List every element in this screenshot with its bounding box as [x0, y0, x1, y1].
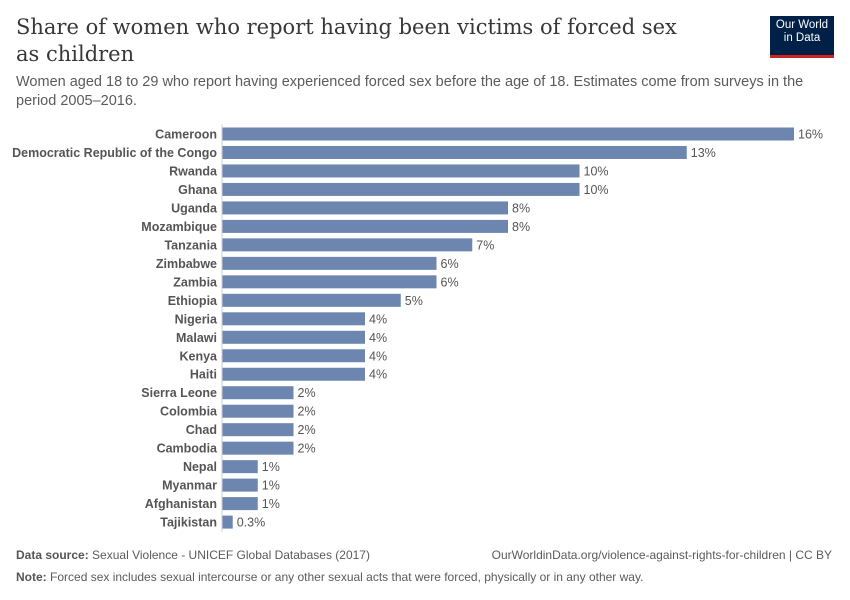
category-label: Nepal: [183, 460, 217, 474]
source-label: Data source:: [16, 548, 89, 562]
value-label: 13%: [691, 146, 716, 160]
bar[interactable]: [222, 201, 508, 215]
value-label: 4%: [369, 368, 387, 382]
category-label: Cambodia: [157, 442, 218, 456]
category-label: Chad: [186, 423, 217, 437]
bar[interactable]: [222, 330, 365, 344]
category-label: Rwanda: [169, 164, 218, 178]
bar[interactable]: [222, 164, 580, 178]
bar[interactable]: [222, 238, 473, 252]
value-label: 2%: [298, 423, 316, 437]
value-label: 2%: [298, 405, 316, 419]
category-label: Malawi: [176, 331, 217, 345]
value-label: 10%: [584, 183, 609, 197]
data-source: Data source: Sexual Violence - UNICEF Gl…: [16, 548, 370, 562]
bar[interactable]: [222, 127, 794, 141]
category-label: Democratic Republic of the Congo: [12, 146, 217, 160]
category-label: Tanzania: [164, 238, 218, 252]
category-label: Uganda: [171, 201, 218, 215]
chart-subtitle: Women aged 18 to 29 who report having ex…: [16, 74, 804, 109]
bar[interactable]: [222, 367, 365, 381]
bar[interactable]: [222, 219, 508, 233]
value-label: 0.3%: [237, 516, 266, 530]
bar[interactable]: [222, 497, 258, 511]
note: Note: Forced sex includes sexual interco…: [16, 570, 643, 584]
category-label: Colombia: [160, 405, 218, 419]
category-label: Cameroon: [155, 128, 217, 142]
value-label: 8%: [512, 201, 530, 215]
owid-logo[interactable]: Our World in Data: [770, 16, 834, 58]
value-label: 2%: [298, 386, 316, 400]
bar[interactable]: [222, 145, 687, 159]
note-label: Note:: [16, 570, 47, 584]
bar[interactable]: [222, 441, 294, 455]
value-label: 8%: [512, 220, 530, 234]
category-label: Zambia: [173, 275, 218, 289]
logo-text: Our World in Data: [775, 19, 829, 44]
bar[interactable]: [222, 404, 294, 418]
bar[interactable]: [222, 293, 401, 307]
bar[interactable]: [222, 515, 233, 529]
category-label: Kenya: [179, 349, 218, 363]
value-label: 2%: [298, 442, 316, 456]
bar[interactable]: [222, 256, 437, 270]
value-label: 7%: [476, 238, 494, 252]
source-url[interactable]: OurWorldinData.org/violence-against-righ…: [491, 548, 832, 562]
value-label: 16%: [798, 128, 823, 142]
value-label: 10%: [584, 164, 609, 178]
bar[interactable]: [222, 460, 258, 474]
category-label: Ghana: [178, 183, 218, 197]
category-label: Mozambique: [141, 220, 217, 234]
bar[interactable]: [222, 423, 294, 437]
bar-chart: Cameroon 16% Democratic Republic of the Co…: [12, 124, 823, 532]
value-label: 6%: [441, 275, 459, 289]
bar[interactable]: [222, 182, 580, 196]
value-label: 5%: [405, 294, 423, 308]
value-label: 1%: [262, 460, 280, 474]
value-label: 4%: [369, 331, 387, 345]
category-label: Zimbabwe: [156, 257, 217, 271]
value-label: 4%: [369, 312, 387, 326]
category-label: Nigeria: [175, 312, 218, 326]
bar[interactable]: [222, 312, 365, 326]
value-label: 4%: [369, 349, 387, 363]
source-text: Sexual Violence - UNICEF Global Database…: [92, 548, 370, 562]
value-label: 6%: [441, 257, 459, 271]
category-label: Sierra Leone: [141, 386, 217, 400]
value-label: 1%: [262, 497, 280, 511]
bar[interactable]: [222, 478, 258, 492]
category-label: Afghanistan: [145, 497, 217, 511]
value-label: 1%: [262, 479, 280, 493]
bar[interactable]: [222, 386, 294, 400]
category-label: Tajikistan: [160, 516, 217, 530]
note-text: Forced sex includes sexual intercourse o…: [50, 570, 644, 584]
category-label: Ethiopia: [168, 294, 218, 308]
bar[interactable]: [222, 349, 365, 363]
bar[interactable]: [222, 275, 437, 289]
chart-title: Share of women who report having been vi…: [16, 15, 677, 66]
category-label: Haiti: [190, 368, 217, 382]
category-label: Myanmar: [162, 479, 217, 493]
